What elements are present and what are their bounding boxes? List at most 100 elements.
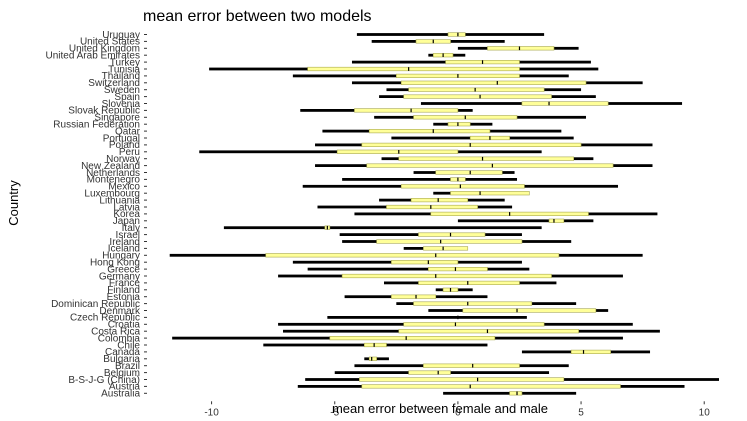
outer-bar-czech-republic (327, 316, 527, 319)
center-mark-luxembourg (479, 191, 481, 195)
chart-title: mean error between two models (143, 8, 372, 25)
inner-bar-switzerland (400, 80, 587, 85)
center-mark-denmark (516, 308, 518, 313)
center-mark-slovenia (548, 101, 550, 106)
category-label-united-states: United States (80, 37, 140, 48)
category-label-ireland: Ireland (109, 237, 140, 248)
center-mark-b-s-j-g-china (477, 377, 479, 382)
category-label-singapore: Singapore (94, 113, 140, 124)
category-label-tunisia: Tunisia (108, 64, 140, 75)
category-label-portugal: Portugal (103, 133, 140, 144)
category-label-latvia: Latvia (113, 202, 140, 213)
category-label-united-kingdom: United Kingdom (69, 44, 140, 55)
outer-bar-italy (223, 226, 542, 230)
center-mark-qatar (432, 129, 434, 133)
center-mark-sweden (474, 87, 476, 92)
outer-bar-greece (307, 267, 530, 271)
inner-bar-b-s-j-g-china (359, 377, 565, 382)
inner-bar-dominican-republic (413, 301, 533, 306)
inner-bar-slovenia (521, 101, 609, 106)
center-mark-japan (553, 219, 555, 223)
inner-bar-mexico (400, 184, 525, 189)
category-label-b-s-j-g-china: B-S-J-G (China) (68, 375, 140, 386)
inner-bar-austria (361, 384, 621, 389)
center-mark-greece (454, 267, 457, 271)
category-label-sweden: Sweden (104, 85, 140, 96)
center-mark-thailand (457, 74, 459, 78)
outer-bar-japan (457, 219, 594, 223)
center-mark-turkey (481, 60, 484, 64)
x-axis-ticks: -10 -5 0 5 10 (204, 401, 710, 418)
center-mark-tunisia (408, 67, 410, 71)
inner-bar-belgium (408, 370, 451, 375)
category-label-dominican-republic: Dominican Republic (51, 299, 140, 310)
category-label-peru: Peru (119, 147, 140, 158)
inner-bar-croatia (403, 322, 545, 327)
category-label-germany: Germany (99, 271, 140, 282)
category-label-switzerland: Switzerland (88, 78, 140, 89)
category-label-czech-republic: Czech Republic (70, 313, 140, 324)
category-label-greece: Greece (107, 264, 140, 275)
x-tick-label: 0 (455, 407, 461, 418)
inner-bar-hong-kong (391, 260, 459, 265)
category-label-lithuania: Lithuania (99, 195, 140, 206)
category-label-brazil: Brazil (115, 361, 140, 372)
center-mark-latvia (430, 205, 432, 209)
category-label-bulgaria: Bulgaria (103, 354, 140, 365)
inner-bar-latvia (386, 204, 478, 210)
center-mark-switzerland (496, 81, 498, 85)
category-label-korea: Korea (113, 209, 140, 220)
outer-bar-montenegro (342, 178, 518, 181)
inner-bar-netherlands (435, 170, 503, 175)
inner-bar-brazil (423, 363, 520, 368)
inner-bar-spain (403, 94, 552, 99)
center-mark-russian-federation (457, 122, 459, 126)
inner-bar-israel (418, 232, 486, 237)
inner-bar-iceland (423, 246, 469, 251)
category-label-luxembourg: Luxembourg (84, 189, 140, 200)
inner-bar-canada (570, 349, 611, 355)
category-label-qatar: Qatar (115, 126, 141, 137)
category-label-colombia: Colombia (98, 333, 141, 344)
inner-bar-lithuania (410, 198, 469, 203)
category-label-united-arab-emirates: United Arab Emirates (46, 51, 141, 62)
category-label-mexico: Mexico (108, 182, 140, 193)
category-label-france: France (109, 278, 141, 289)
category-label-turkey: Turkey (110, 57, 140, 68)
x-tick-label: -5 (330, 407, 339, 418)
center-mark-mexico (459, 184, 461, 189)
center-mark-peru (398, 150, 400, 154)
inner-bar-sweden (408, 87, 545, 92)
center-mark-belgium (437, 370, 439, 375)
inner-bar-uruguay (447, 32, 466, 37)
center-mark-uruguay (457, 32, 459, 37)
category-label-new-zealand: New Zealand (81, 161, 140, 172)
center-mark-estonia (415, 294, 417, 299)
inner-bar-new-zealand (366, 163, 614, 168)
inner-bar-japan (548, 218, 565, 223)
category-label-thailand: Thailand (102, 71, 140, 82)
x-tick-label: -10 (204, 407, 219, 418)
center-mark-iceland (442, 246, 444, 251)
y-axis-title: Country (6, 180, 21, 226)
center-mark-korea (509, 212, 511, 216)
center-mark-italy (326, 225, 328, 230)
inner-bar-hungary (265, 253, 560, 258)
inner-bar-peru (336, 149, 459, 154)
category-label-uruguay: Uruguay (102, 30, 140, 41)
center-mark-israel (449, 232, 452, 237)
center-mark-portugal (489, 136, 491, 140)
category-label-spain: Spain (114, 92, 140, 103)
category-label-hungary: Hungary (102, 251, 140, 262)
inner-bar-denmark (462, 308, 597, 313)
center-mark-dominican-republic (467, 301, 469, 306)
inner-bar-norway (398, 156, 574, 161)
center-mark-united-kingdom (518, 46, 521, 51)
center-mark-spain (479, 94, 481, 99)
category-label-netherlands: Netherlands (86, 168, 140, 179)
category-label-estonia: Estonia (107, 292, 141, 303)
category-label-hong-kong: Hong Kong (90, 258, 140, 269)
inner-bar-australia (509, 391, 523, 396)
center-mark-germany (435, 274, 437, 278)
